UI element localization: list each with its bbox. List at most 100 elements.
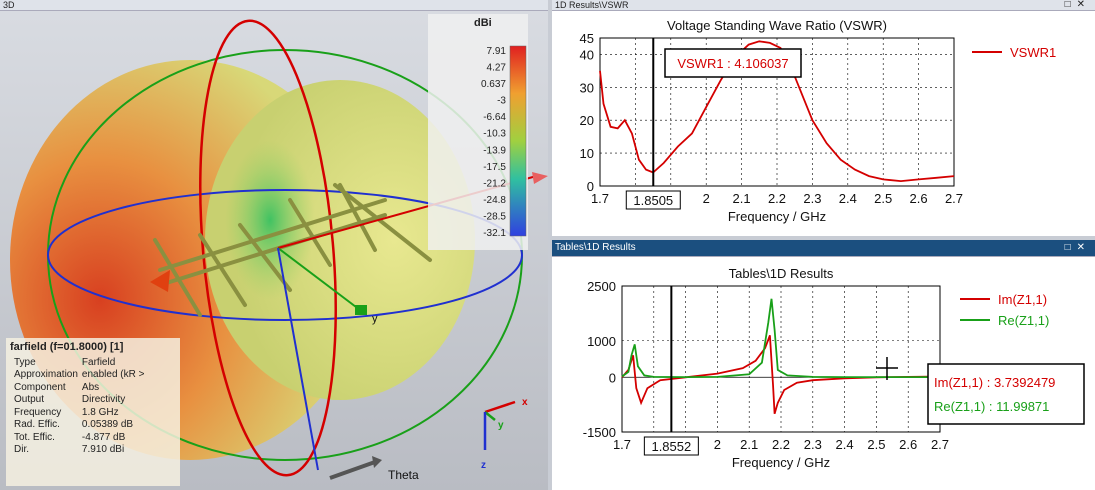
plot-area[interactable] [621,285,941,433]
colorbar-tick-label: 0.637 [481,79,506,90]
panel-title-vswr: 1D Results\VSWR □✕ [552,0,1095,11]
cursor-value-box [643,436,699,456]
info-key: Rad. Effic. [14,419,60,431]
info-key: Type [14,356,36,368]
vswr-marker-box [664,48,802,78]
blue-ring [47,189,523,321]
y-tick-label: 1000 [587,334,616,349]
x-axis-label: Frequency / GHz [732,455,830,470]
info-value: enabled (kR > [81,369,145,381]
y-tick-label: -1500 [583,425,616,440]
window-buttons[interactable]: □✕ [1064,0,1091,10]
svg-text:y: y [498,420,504,431]
y-tick-label: 45 [580,31,594,46]
theta-arrow [329,460,376,480]
x-tick-label: 2.2 [772,437,790,452]
theta-label: Theta [388,468,419,482]
colorbar-tick-label: 7.91 [487,46,507,57]
x-axis-label: Frequency / GHz [728,209,826,224]
legend-label: Im(Z1,1) [998,292,1047,307]
z-axis-line [277,247,319,471]
cursor-value: 1.8552 [651,439,691,454]
vswr-window-title: 1D Results\VSWR [555,0,629,10]
vswr-marker-label: VSWR1 : 4.106037 [677,56,788,71]
vswr-result-window[interactable]: 1D Results\VSWR □✕ Voltage Standing Wave… [552,0,1095,236]
info-value: 0.05389 dB [81,419,134,431]
window-buttons[interactable]: □✕ [1064,242,1091,253]
legend-label: VSWR1 [1010,45,1056,60]
chart-title: Voltage Standing Wave Ratio (VSWR) [667,18,887,33]
chart-title: Tables\1D Results [729,266,834,281]
colorbar-tick-label: -24.8 [483,195,506,206]
readout-im: Im(Z1,1) : 3.7392479 [934,375,1055,390]
info-row: Type Farfield [14,356,148,369]
axis-triad: x y z [481,397,528,471]
info-key: Tot. Effic. [14,431,55,443]
info-value: 1.8 GHz [81,406,119,418]
x-tick-label: 2 [703,191,710,206]
info-row: Frequency 1.8 GHz [14,406,148,419]
impedance-readout-box [927,363,1085,425]
x-tick-label: 2.7 [945,191,963,206]
colorbar-tick-label: -17.5 [483,162,506,173]
x-tick-label: 2.1 [740,437,758,452]
colorbar-tick-label: -10.3 [483,129,506,140]
farfield-3d-view[interactable]: 3D [0,0,548,490]
svg-text:z: z [481,460,486,471]
yagi-antenna [153,183,432,317]
vswr-chart[interactable]: Voltage Standing Wave Ratio (VSWR) 1.7 1.8… [552,0,1095,236]
x-axis-arrow [532,172,548,184]
x-tick-label: 2.4 [839,191,857,206]
plot-area[interactable] [599,37,955,187]
y-tick-label: 0 [587,179,594,194]
colorbar-tick-label: -21.2 [483,178,506,189]
x-tick-label: 2.2 [768,191,786,206]
y-tick-label: 2500 [587,279,616,294]
tables-window-title: Tables\1D Results [555,242,636,253]
colorbar-legend: dBi 7.91 4.27 0.637 -3 -6.64 -10.3 -13.9 -17.5 -… [428,14,528,250]
info-row: Dir. 7.910 dBi [14,444,148,457]
info-value: Farfield [81,356,116,368]
info-key: Output [14,394,45,406]
info-value: -4.877 dB [81,431,126,443]
red-ring [199,19,337,477]
colorbar-gradient [509,45,527,237]
colorbar-tick-label: -3 [497,96,506,107]
info-key: Component [14,381,66,393]
cursor-value-box [625,190,681,210]
readout-re: Re(Z1,1) : 11.99871 [934,399,1049,414]
info-value: Directivity [81,394,126,406]
excitation-port [150,270,170,292]
cursor-value: 1.8505 [633,193,673,208]
x-tick-label: 2.6 [910,191,928,206]
x-tick-label: 2.1 [733,191,751,206]
x-tick-label: 2.7 [931,437,949,452]
colorbar-tick-label: -32.1 [483,228,506,239]
colorbar-tick-label: -28.5 [483,211,506,222]
colorbar-tick-label: -6.64 [483,112,506,123]
x-tick-label: 2.5 [867,437,885,452]
x-tick-label: 2.3 [804,437,822,452]
impedance-chart[interactable]: Tables\1D Results1.71.81.922.12.22.32.42… [552,240,1095,490]
info-row: Component Abs [14,381,148,394]
x-tick-label: 2.4 [836,437,854,452]
colorbar-tick-label: -13.9 [483,145,506,156]
svg-text:x: x [522,397,528,408]
y-axis-head [355,305,367,315]
info-key: Dir. [14,444,29,456]
colorbar-unit: dBi [474,17,492,29]
y-tick-label: 20 [580,113,594,128]
colorbar-tick-label: 4.27 [487,63,507,74]
x-tick-label: 2.5 [874,191,892,206]
tables-result-window[interactable]: Tables\1D Results □✕ Tables\1D Results 1.… [552,240,1095,490]
panel-title-3d: 3D [0,0,548,11]
info-row: Approximation enabled (kR > [14,369,148,382]
info-key: Approximation [14,369,78,381]
info-header: farfield (f=01.8000) [1] [10,341,124,353]
y-tick-label: 10 [580,146,594,161]
info-table: Type Farfield Approximation enabled (kR > Co… [14,356,148,456]
x-tick-label: 2.3 [803,191,821,206]
panel-title-tables: Tables\1D Results □✕ [552,240,1095,257]
x-tick-label: 1.7 [591,191,609,206]
y-tick-label: 40 [580,47,594,62]
